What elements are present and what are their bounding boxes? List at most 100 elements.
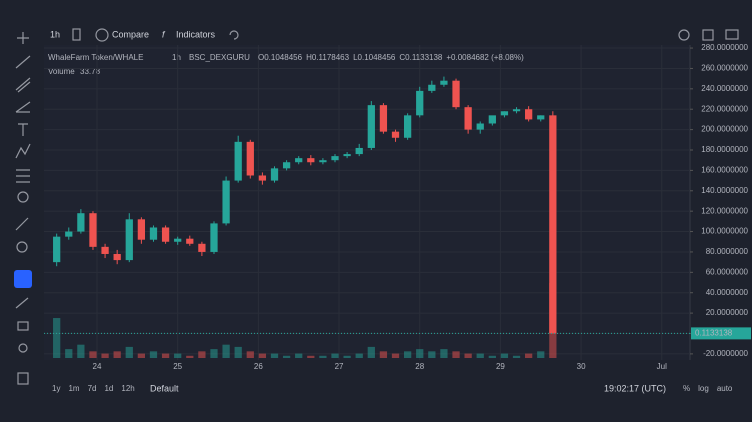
candle-body [137,219,146,240]
volume-bar [403,351,412,358]
candle [174,236,182,245]
x-tick-label: 24 [93,362,102,371]
range-button[interactable]: 12h [121,384,134,393]
undo-button[interactable] [229,30,239,40]
y-tick-label: 40.0000000 [706,288,749,297]
y-tick-label: 200.0000000 [701,125,748,134]
y-tick-label: 120.0000000 [701,206,748,215]
fib-tool[interactable] [15,77,31,93]
candle-body [355,147,363,155]
candle-body [331,156,339,161]
volume-bar [198,351,206,358]
measure-tool[interactable] [16,169,30,183]
ohlc-key: L [353,53,358,62]
y-tick-label: -20.0000000 [703,349,748,358]
screenshot-button[interactable] [725,29,739,40]
y-tick-label: 60.0000000 [706,267,749,276]
compare-button[interactable]: Compare [112,29,149,39]
candle [500,111,509,118]
crosshair-tool[interactable] [17,32,29,44]
candle-body [246,141,254,176]
icons-tool[interactable] [17,191,29,203]
trash-tool[interactable] [17,372,29,385]
settings-button[interactable] [678,29,690,41]
candle-body [234,141,242,181]
candle-body [307,158,315,163]
magnet-tool[interactable] [14,270,32,288]
volume-bar [488,355,496,358]
y-tick-label: 20.0000000 [706,308,749,317]
price-axis [690,45,752,360]
candle [391,129,400,142]
ohlc-value: 0.1048456 [358,53,396,62]
top-toolbar: 1h Compare f Indicators [50,28,739,42]
candle [355,143,363,157]
y-tick-label: 260.0000000 [701,64,748,73]
candle [464,105,472,134]
volume-bar [319,355,327,358]
indicators-button[interactable]: Indicators [176,29,216,39]
candle [476,121,484,134]
candle [307,155,315,166]
session-button[interactable]: Default [150,383,179,393]
candle-body [440,80,448,85]
ohlc-key: H [306,53,312,62]
volume-bar [186,355,194,358]
ruler-tool[interactable] [15,217,29,231]
volume-bar [282,355,291,358]
y-tick-label: 140.0000000 [701,186,748,195]
candle [149,225,158,242]
compare-icon[interactable] [95,28,109,42]
candle [113,249,121,265]
volume-bar [77,344,85,358]
candle-body [222,180,230,224]
candle-body [101,246,109,254]
line-tool[interactable] [15,55,31,69]
range-button[interactable]: 7d [88,384,97,393]
candle [65,227,73,240]
interval: 1h [172,53,181,62]
scale-button[interactable]: log [698,384,709,393]
lock-drawing-tool[interactable] [15,297,29,309]
y-tick-label: 100.0000000 [701,227,748,236]
candle [282,160,291,171]
pattern-tool[interactable] [15,101,31,113]
volume-bar [331,353,339,358]
ohlc-value: 0.1048456 [264,53,302,62]
volume-bar [174,353,182,358]
x-tick-label: Jul [657,362,667,371]
volume-bar [537,351,545,358]
scale-button[interactable]: auto [717,384,733,393]
candle [525,106,533,122]
price-tag-label: 0.1133138 [695,328,733,337]
volume-bar [307,355,315,358]
volume-bar [343,355,351,358]
interval-button[interactable]: 1h [50,29,60,39]
x-tick-label: 25 [173,362,182,371]
zoom-tool[interactable] [16,241,28,253]
range-button[interactable]: 1d [104,384,113,393]
candle-body [319,160,327,163]
scale-button[interactable]: % [683,384,690,393]
candle [452,78,460,110]
legend: WhaleFarm Token/WHALE 1h BSC_DEXGURU Vol… [48,53,250,76]
volume-bar [464,353,472,358]
text-tool[interactable] [18,123,28,136]
ohlc-key: O [258,53,264,62]
visibility-tool[interactable] [18,343,28,353]
candle [198,241,206,257]
candle [137,217,146,244]
volume-bar [500,353,509,358]
candle [53,233,61,267]
y-tick-label: 220.0000000 [701,104,748,113]
candle [186,235,194,246]
range-button[interactable]: 1m [68,384,79,393]
candle [246,139,254,179]
source: BSC_DEXGURU [189,53,250,62]
fullscreen-button[interactable] [702,29,714,41]
candle-icon[interactable] [72,28,81,41]
range-button[interactable]: 1y [52,384,60,393]
lock-tool[interactable] [17,321,29,331]
prediction-tool[interactable] [15,143,31,159]
